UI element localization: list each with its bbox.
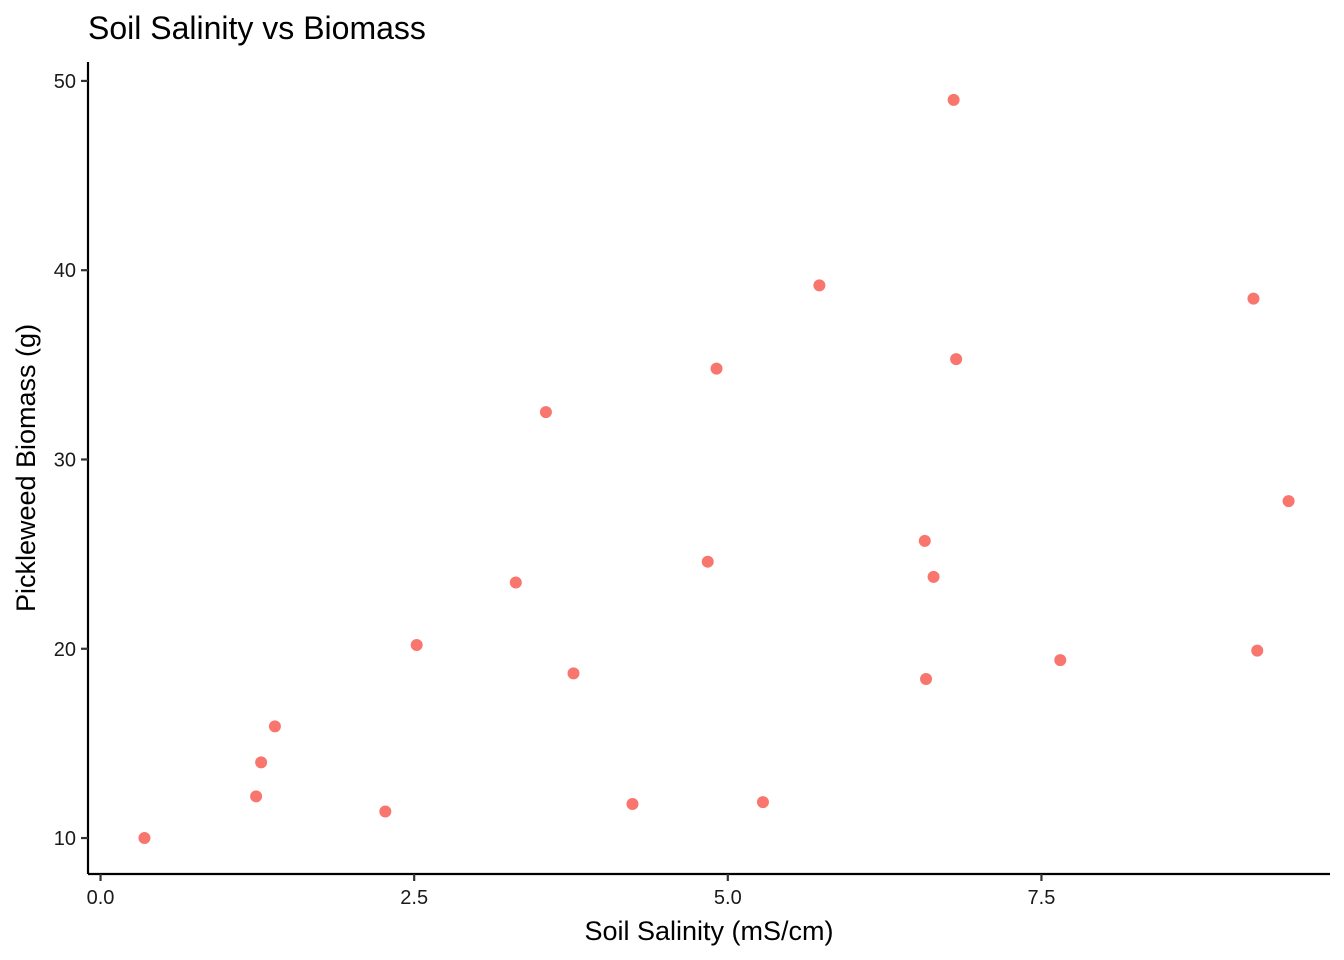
y-axis-ticks: 10 20 30 40 50 xyxy=(54,71,88,850)
data-point xyxy=(626,797,639,810)
data-point xyxy=(250,790,263,803)
data-point xyxy=(947,93,960,106)
data-point xyxy=(1247,292,1260,305)
data-point xyxy=(1282,495,1295,508)
data-point xyxy=(268,720,281,733)
data-point xyxy=(567,667,580,680)
data-point xyxy=(813,279,826,292)
data-point xyxy=(379,805,392,818)
data-point xyxy=(1054,654,1067,667)
chart-title: Soil Salinity vs Biomass xyxy=(88,10,426,46)
data-point xyxy=(138,832,151,845)
data-point xyxy=(710,362,723,375)
data-point xyxy=(1251,644,1264,657)
data-point xyxy=(918,534,931,547)
data-point xyxy=(927,570,940,583)
data-point xyxy=(539,406,552,419)
data-point xyxy=(509,576,522,589)
y-tick-label: 20 xyxy=(54,639,76,661)
data-points xyxy=(138,93,1295,845)
x-tick-label: 2.5 xyxy=(400,887,428,909)
y-tick-label: 40 xyxy=(54,260,76,282)
x-axis-ticks: 0.0 2.5 5.0 7.5 xyxy=(87,874,1056,909)
data-point xyxy=(255,756,268,769)
data-point xyxy=(920,673,933,686)
data-point xyxy=(701,555,714,568)
x-axis-title: Soil Salinity (mS/cm) xyxy=(584,916,833,946)
y-tick-label: 50 xyxy=(54,71,76,93)
plot-panel: 0.0 2.5 5.0 7.5 10 20 30 40 50 xyxy=(54,62,1330,909)
data-point xyxy=(756,796,769,809)
y-axis-title: Pickleweed Biomass (g) xyxy=(11,324,41,612)
y-tick-label: 10 xyxy=(54,828,76,850)
data-point xyxy=(410,638,423,651)
x-tick-label: 0.0 xyxy=(87,887,115,909)
x-tick-label: 7.5 xyxy=(1028,887,1056,909)
x-tick-label: 5.0 xyxy=(714,887,742,909)
y-tick-label: 30 xyxy=(54,449,76,471)
data-point xyxy=(950,353,963,366)
